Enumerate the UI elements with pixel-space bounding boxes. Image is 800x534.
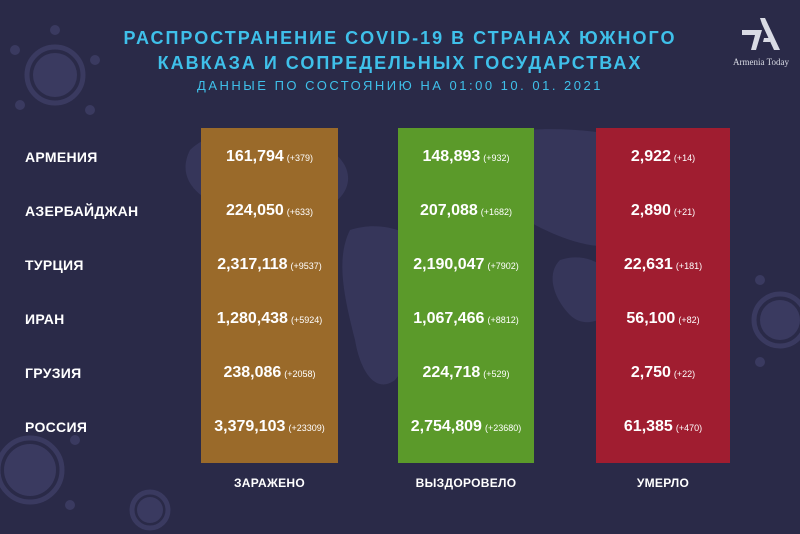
country-label: ТУРЦИЯ	[25, 257, 84, 273]
recovered-cell: 148,893 (+932)	[422, 148, 510, 165]
recovered-cell: 207,088 (+1682)	[419, 202, 513, 219]
deaths-cell: 22,631 (+181)	[623, 256, 703, 273]
deaths-cell: 2,750 (+22)	[630, 364, 696, 381]
recovered-column-bg	[398, 128, 534, 463]
infected-cell: 238,086 (+2058)	[223, 364, 316, 381]
country-label: ГРУЗИЯ	[25, 365, 82, 381]
armenia-today-logo-icon	[742, 18, 780, 50]
infected-cell: 1,280,438 (+5924)	[216, 310, 323, 327]
infected-cell: 3,379,103 (+23309)	[214, 418, 325, 435]
deaths-cell: 2,922 (+14)	[630, 148, 696, 165]
subtitle-date: ДАННЫЕ ПО СОСТОЯНИЮ НА 01:00 10. 01. 202…	[197, 78, 603, 93]
infected-cell: 161,794 (+379)	[225, 148, 314, 165]
title-line-1: РАСПРОСТРАНЕНИЕ COVID-19 В СТРАНАХ ЮЖНОГ…	[123, 28, 677, 48]
logo: Armenia Today	[726, 14, 796, 67]
recovered-column-label: ВЫЗДОРОВЕЛО	[415, 476, 517, 490]
deaths-column-bg	[596, 128, 730, 463]
deaths-cell: 61,385 (+470)	[623, 418, 703, 435]
deaths-column-label: УМЕРЛО	[636, 476, 690, 490]
infected-column-label: ЗАРАЖЕНО	[233, 476, 306, 490]
recovered-cell: 2,190,047 (+7902)	[413, 256, 519, 273]
logo-text: Armenia Today	[733, 57, 789, 67]
deaths-cell: 2,890 (+21)	[630, 202, 696, 219]
recovered-cell: 2,754,809 (+23680)	[410, 418, 522, 435]
infected-column-bg	[201, 128, 338, 463]
country-label: ИРАН	[25, 311, 65, 327]
infected-cell: 2,317,118 (+9537)	[217, 256, 322, 273]
deaths-cell: 56,100 (+82)	[626, 310, 700, 327]
country-label: РОССИЯ	[25, 419, 88, 435]
country-label: АРМЕНИЯ	[25, 149, 98, 165]
recovered-cell: 224,718 (+529)	[422, 364, 510, 381]
infected-cell: 224,050 (+633)	[225, 202, 314, 219]
title-line-2: КАВКАЗА И СОПРЕДЕЛЬНЫХ ГОСУДАРСТВАХ	[157, 53, 643, 73]
country-label: АЗЕРБАЙДЖАН	[25, 203, 139, 219]
recovered-cell: 1,067,466 (+8812)	[413, 310, 519, 327]
